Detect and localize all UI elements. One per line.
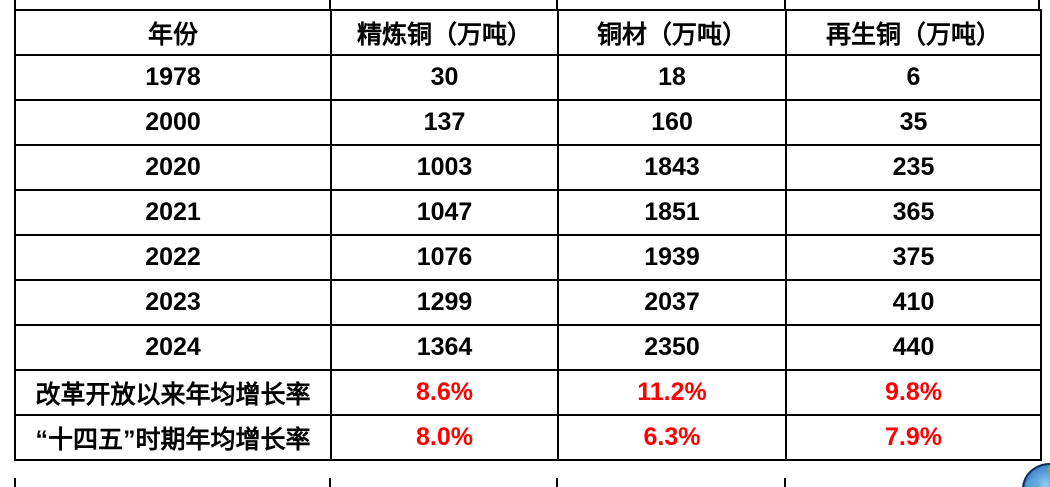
value-cell: 1843 [557,144,787,191]
table-row: 2020 1003 1843 235 [14,144,1042,191]
grid-tick [1038,0,1040,10]
value-cell: 8.6% [330,369,559,416]
grid-tick [14,478,16,487]
table-row: 1978 30 18 6 [14,54,1042,101]
value-cell: 1047 [330,189,559,236]
value-cell: 9.8% [785,369,1042,416]
value-cell: 137 [330,99,559,146]
row-label-cell: 2023 [14,279,332,326]
table-row: 2022 1076 1939 375 [14,234,1042,281]
value-cell: 11.2% [557,369,787,416]
header-row: 年份 精炼铜（万吨） 铜材（万吨） 再生铜（万吨） [14,9,1042,56]
table-row: 2021 1047 1851 365 [14,189,1042,236]
table-row: “十四五”时期年均增长率 8.0% 6.3% 7.9% [14,414,1042,461]
column-header: 精炼铜（万吨） [330,9,559,56]
row-label-cell: 2021 [14,189,332,236]
value-cell: 7.9% [785,414,1042,461]
grid-tick [556,0,558,10]
row-label-cell: 1978 [14,54,332,101]
table-row: 2024 1364 2350 440 [14,324,1042,371]
value-cell: 1364 [330,324,559,371]
value-cell: 2350 [557,324,787,371]
value-cell: 6.3% [557,414,787,461]
table-row: 改革开放以来年均增长率 8.6% 11.2% 9.8% [14,369,1042,416]
value-cell: 1076 [330,234,559,281]
value-cell: 6 [785,54,1042,101]
row-label-cell: “十四五”时期年均增长率 [14,414,332,461]
value-cell: 440 [785,324,1042,371]
row-label-cell: 2000 [14,99,332,146]
value-cell: 2037 [557,279,787,326]
value-cell: 1939 [557,234,787,281]
row-label-cell: 改革开放以来年均增长率 [14,369,332,416]
copper-production-table: 年份 精炼铜（万吨） 铜材（万吨） 再生铜（万吨） 1978 30 18 6 2000 137 1… [14,9,1042,461]
value-cell: 1851 [557,189,787,236]
value-cell: 1003 [330,144,559,191]
value-cell: 365 [785,189,1042,236]
grid-tick [556,478,558,487]
column-header: 年份 [14,9,332,56]
grid-tick [14,0,16,10]
grid-tick [784,478,786,487]
globe-icon [1022,463,1050,487]
value-cell: 35 [785,99,1042,146]
column-header: 铜材（万吨） [557,9,787,56]
grid-tick [329,0,331,10]
value-cell: 30 [330,54,559,101]
table-row: 2023 1299 2037 410 [14,279,1042,326]
value-cell: 235 [785,144,1042,191]
value-cell: 410 [785,279,1042,326]
column-header: 再生铜（万吨） [785,9,1042,56]
value-cell: 18 [557,54,787,101]
value-cell: 375 [785,234,1042,281]
table-row: 2000 137 160 35 [14,99,1042,146]
grid-tick [329,478,331,487]
value-cell: 1299 [330,279,559,326]
value-cell: 8.0% [330,414,559,461]
value-cell: 160 [557,99,787,146]
grid-tick [784,0,786,10]
row-label-cell: 2022 [14,234,332,281]
row-label-cell: 2024 [14,324,332,371]
row-label-cell: 2020 [14,144,332,191]
